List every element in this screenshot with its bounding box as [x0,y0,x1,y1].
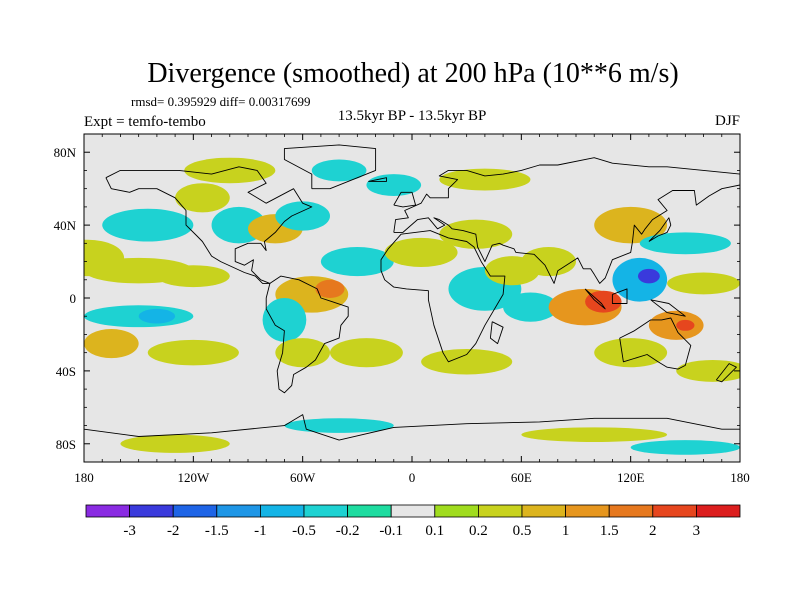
coastline [489,321,504,345]
field-anomaly [637,268,660,284]
coastline [648,217,672,242]
stats-label: rmsd= 0.395929 diff= 0.00317699 [131,94,310,109]
field-anomaly [284,418,394,433]
field-anomaly [320,246,394,277]
colorbar-swatch [303,504,348,518]
colorbar-label: -1.5 [205,523,229,539]
y-tick-label: 80S [56,437,76,452]
field-anomaly [521,246,577,277]
field-anomaly [330,338,403,368]
colorbar-label: -0.1 [379,523,403,539]
field-anomaly [275,338,330,368]
colorbar-label: -2 [167,523,180,539]
colorbar-swatch [565,504,610,518]
field-anomaly [102,208,194,242]
colorbar-swatch [216,504,261,518]
field-anomaly [120,434,230,453]
colorbar-label: 0.5 [513,523,532,539]
field-anomaly [262,298,307,342]
colorbar-swatch [608,504,654,518]
field-anomaly [639,232,731,255]
colorbar-label: 2 [649,523,657,539]
colorbar-label: 0.2 [469,523,488,539]
colorbar-label: -3 [123,523,136,539]
colorbar-swatch [259,504,305,518]
y-tick-label: 0 [70,291,77,306]
field-anomaly [594,206,668,244]
coastline-layer [84,144,740,441]
field-anomaly [503,292,558,322]
x-tick-label: 180 [74,470,94,485]
colorbar-label: 1 [562,523,570,539]
field-layer [84,157,740,455]
colorbar-swatch [696,504,741,518]
field-anomaly [175,183,230,213]
colorbar-label: -0.2 [336,523,360,539]
coastline [611,288,628,304]
field-anomaly [184,157,276,184]
chart-title: Divergence (smoothed) at 200 hPa (10**6 … [147,58,678,89]
x-tick-label: 120E [617,470,645,485]
coastline [84,414,740,441]
colorbar: -3 -2 -1.5 -1 -0.5 -0.2 -0.1 0.1 0.2 0.5 1 1.5 2 3 [85,504,741,539]
field-anomaly [156,265,230,288]
field-anomaly [84,328,139,359]
field-anomaly [439,168,531,191]
field-anomaly [676,359,740,382]
coastline [265,275,349,394]
colorbar-swatch [172,504,218,518]
experiment-label: Expt = temfo-tembo [84,114,206,130]
coastline [393,191,417,208]
field-anomaly [315,279,345,298]
colorbar-swatch [652,504,697,518]
y-axis: 80N 40N 0 40S 80S [54,145,740,452]
y-tick-label: 80N [54,145,77,160]
colorbar-label: -0.5 [292,523,316,539]
x-tick-label: 60E [511,470,532,485]
colorbar-swatch [85,504,130,518]
colorbar-label: 3 [693,523,701,539]
field-anomaly [521,427,668,442]
field-anomaly [630,440,740,455]
y-tick-label: 40N [54,218,77,233]
field-anomaly [275,201,330,231]
field-anomaly [147,339,239,366]
field-anomaly [421,349,513,375]
x-tick-label: 0 [409,470,416,485]
x-tick-label: 120W [177,470,210,485]
colorbar-swatch [347,504,392,518]
colorbar-swatch [477,504,523,518]
field-anomaly [384,237,458,268]
x-axis: 180 120W 60W 0 60E 120E 180 [74,134,750,485]
colorbar-swatch [129,504,174,518]
colorbar-swatch [390,504,436,518]
period-label: 13.5kyr BP - 13.5kyr BP [338,108,487,124]
season-label: DJF [715,113,740,129]
coastline [584,288,606,310]
colorbar-swatch [434,504,479,518]
field-anomaly [594,338,668,368]
coastline [105,166,313,284]
coastline [380,230,506,363]
field-anomaly [366,174,422,196]
coastline [368,177,387,182]
x-tick-label: 180 [730,470,750,485]
colorbar-label: 1.5 [600,523,619,539]
coastline [619,317,692,370]
field-anomaly [311,159,367,182]
coastline [650,299,686,317]
colorbar-label: -1 [254,523,267,539]
y-tick-label: 40S [56,364,76,379]
field-anomaly [667,272,740,295]
coastline [393,157,740,284]
colorbar-label: 0.1 [425,523,444,539]
coastline [715,363,737,383]
colorbar-swatch [521,504,566,518]
field-anomaly [676,319,695,331]
field-anomaly [138,308,176,324]
x-tick-label: 60W [290,470,316,485]
coastline [283,144,377,190]
